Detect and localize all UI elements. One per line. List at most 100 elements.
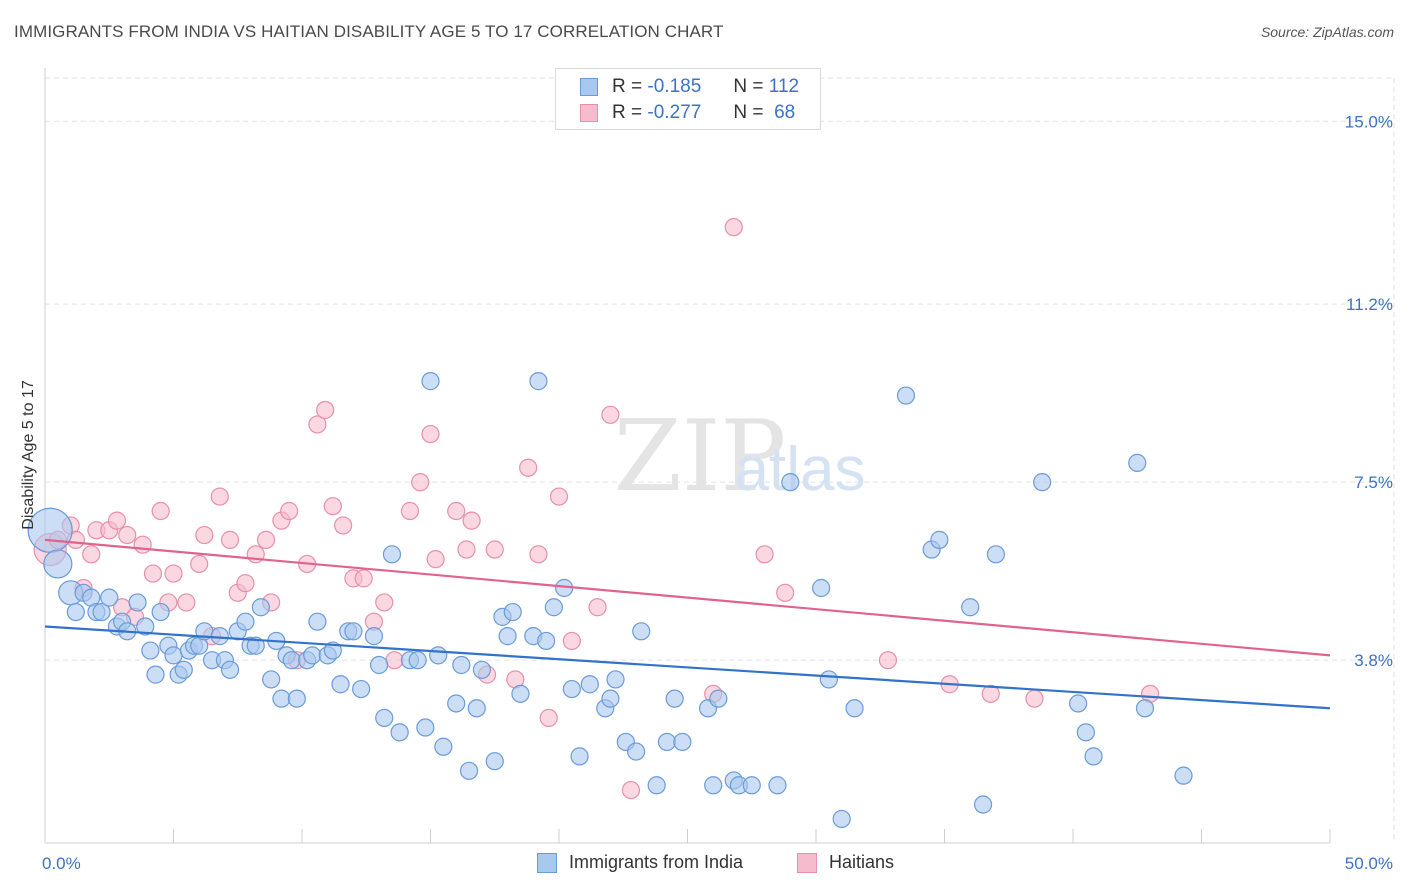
legend-r-value: -0.277 xyxy=(647,102,702,123)
y-tick-label: 11.2% xyxy=(1346,295,1393,314)
india-point xyxy=(92,602,111,622)
chart-title: IMMIGRANTS FROM INDIA VS HAITIAN DISABIL… xyxy=(14,22,724,41)
haitian-point xyxy=(385,651,404,670)
india-point xyxy=(43,549,73,579)
india-point xyxy=(1128,453,1147,473)
haitian-point xyxy=(280,501,299,521)
correlation-legend: R = -0.185 N = 112 R = -0.277 N = 68 xyxy=(555,68,821,130)
india-point xyxy=(210,627,229,646)
india-point xyxy=(390,723,409,742)
y-axis-label: Disability Age 5 to 17 xyxy=(20,380,37,530)
india-point xyxy=(986,545,1006,564)
haitian-point xyxy=(549,487,569,506)
india-point xyxy=(498,627,517,646)
x-tick-label: 50.0% xyxy=(1345,854,1393,873)
haitian-point xyxy=(256,530,276,549)
india-point xyxy=(472,660,491,679)
india-point xyxy=(370,655,389,675)
haitian-point xyxy=(776,583,795,602)
india-point xyxy=(452,655,471,675)
haitian-point xyxy=(411,473,430,492)
haitian-point xyxy=(421,424,440,444)
y-tick-label: 3.8% xyxy=(1354,651,1393,670)
haitian-point xyxy=(485,540,504,559)
legend-label-haitians: Haitians xyxy=(829,852,895,872)
india-point xyxy=(382,545,402,564)
india-point xyxy=(704,776,723,795)
india-point xyxy=(246,636,265,655)
haitian-point xyxy=(316,400,335,420)
haitian-point xyxy=(447,501,466,521)
legend-row-india: R = -0.185 N = 112 xyxy=(580,75,799,99)
axes xyxy=(44,68,1331,844)
india-point xyxy=(434,737,453,756)
legend-r-label: R = xyxy=(612,102,643,123)
india-point xyxy=(164,646,183,665)
india-point xyxy=(303,646,322,665)
haitian-point xyxy=(462,511,481,530)
legend-swatch-india xyxy=(580,78,598,96)
india-point xyxy=(973,795,993,814)
legend-swatch-haitians xyxy=(580,104,598,122)
india-trend-line xyxy=(44,625,1331,710)
india-point xyxy=(1135,699,1155,718)
india-point xyxy=(375,708,394,728)
india-point xyxy=(1174,766,1193,785)
haitian-point xyxy=(400,501,420,521)
haitian-point xyxy=(190,554,209,574)
legend-n-label: N = xyxy=(733,102,764,123)
trend-lines xyxy=(44,538,1331,710)
legend-item-haitians[interactable]: Haitians xyxy=(797,852,894,873)
india-point xyxy=(601,689,620,708)
india-point xyxy=(544,598,563,617)
india-points xyxy=(27,372,1193,829)
india-point xyxy=(421,372,440,391)
haitian-point xyxy=(878,651,898,670)
legend-n-value: 68 xyxy=(774,102,796,123)
india-point xyxy=(570,747,589,766)
india-point xyxy=(146,665,165,684)
india-point xyxy=(896,386,916,405)
india-point xyxy=(220,660,240,679)
india-point xyxy=(352,679,371,699)
haitian-point xyxy=(236,574,255,593)
haitian-point xyxy=(334,516,353,535)
india-point xyxy=(467,699,486,718)
india-point xyxy=(100,588,119,607)
india-point xyxy=(1084,747,1103,766)
india-point xyxy=(812,578,831,598)
india-point xyxy=(503,602,522,622)
india-point xyxy=(364,627,384,646)
india-point xyxy=(930,530,949,549)
haitian-point xyxy=(981,684,1000,703)
legend-n-value: 112 xyxy=(768,76,800,97)
haitian-point xyxy=(755,545,774,564)
haitian-point xyxy=(82,545,101,564)
india-point xyxy=(657,732,677,752)
india-point xyxy=(408,651,427,670)
india-point xyxy=(742,776,761,795)
y-tick-label: 15.0% xyxy=(1345,112,1393,131)
legend-item-india[interactable]: Immigrants from India xyxy=(537,852,743,873)
gridlines xyxy=(45,77,1395,843)
india-point xyxy=(282,651,301,670)
haitian-point xyxy=(164,564,183,583)
india-point xyxy=(673,732,692,752)
haitian-point xyxy=(151,501,170,521)
india-point xyxy=(511,684,530,703)
haitian-point xyxy=(426,550,445,569)
india-point xyxy=(781,473,800,492)
india-point xyxy=(416,718,435,737)
haitian-point xyxy=(133,535,152,554)
haitian-point xyxy=(143,564,163,583)
haitian-point xyxy=(308,415,327,434)
haitian-trend-line xyxy=(44,538,1331,657)
india-point xyxy=(331,675,350,694)
india-point xyxy=(665,689,684,708)
haitian-point xyxy=(588,598,607,617)
haitians-points xyxy=(33,218,1160,800)
haitian-point xyxy=(118,525,137,545)
india-point xyxy=(580,675,599,694)
haitian-point xyxy=(457,540,476,559)
